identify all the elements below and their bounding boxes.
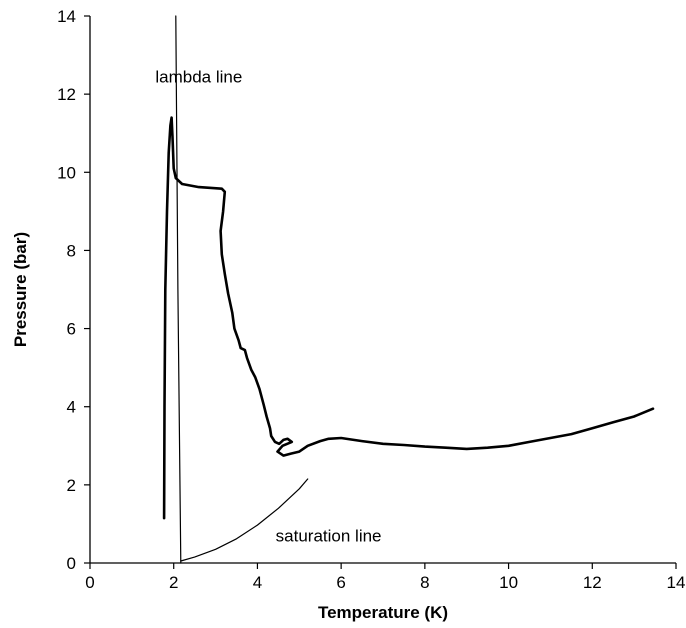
y-tick-label: 0	[67, 554, 76, 573]
y-axis-title: Pressure (bar)	[11, 232, 30, 347]
x-tick-label: 10	[499, 573, 518, 592]
lambda-line-label: lambda line	[155, 67, 242, 86]
x-tick-label: 8	[420, 573, 429, 592]
y-tick-label: 8	[67, 241, 76, 260]
x-tick-label: 12	[583, 573, 602, 592]
y-tick-label: 12	[57, 85, 76, 104]
y-tick-label: 4	[67, 398, 76, 417]
x-axis-title: Temperature (K)	[318, 603, 448, 622]
x-tick-label: 0	[85, 573, 94, 592]
lambda-line	[175, 15, 182, 564]
x-tick-label: 4	[253, 573, 262, 592]
data-series-line	[162, 116, 655, 520]
y-tick-label: 6	[67, 320, 76, 339]
axis-ticks: 0 2 4 6 8 10 12 14 0 2 4 6 8 10 12 14	[57, 7, 685, 592]
series-layer	[162, 15, 655, 564]
annotations: lambda line saturation line	[155, 67, 381, 545]
y-tick-label: 2	[67, 476, 76, 495]
plot-area-frame	[89, 16, 676, 564]
x-tick-label: 2	[169, 573, 178, 592]
saturation-line-label: saturation line	[276, 527, 382, 546]
x-tick-label: 6	[336, 573, 345, 592]
y-tick-label: 10	[57, 163, 76, 182]
saturation-line	[180, 478, 309, 562]
y-tick-label: 14	[57, 7, 76, 26]
x-tick-label: 14	[667, 573, 686, 592]
